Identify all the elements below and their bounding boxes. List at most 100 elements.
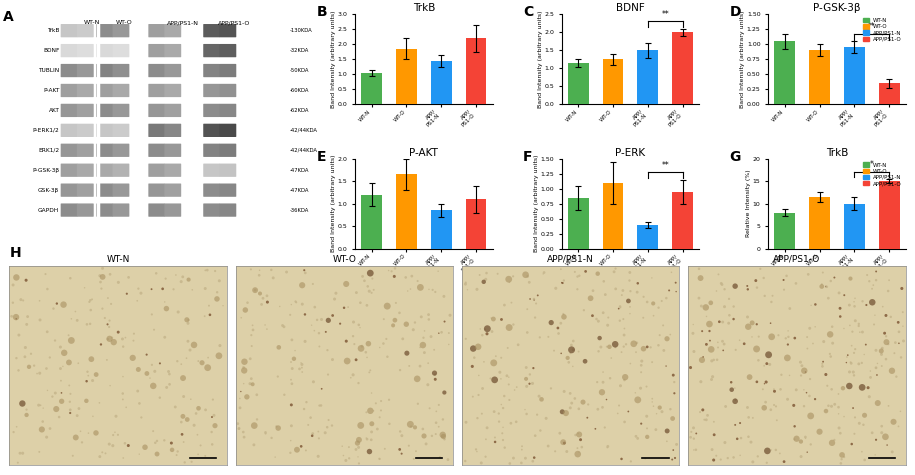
FancyBboxPatch shape <box>148 24 165 38</box>
FancyBboxPatch shape <box>77 64 93 77</box>
Point <box>307 378 321 386</box>
Point <box>867 321 881 328</box>
Point <box>519 364 533 371</box>
Point <box>617 325 631 332</box>
Point <box>343 374 358 381</box>
Point <box>771 332 786 339</box>
Point <box>767 385 781 393</box>
Point <box>707 431 722 438</box>
Point <box>651 342 666 349</box>
Point <box>590 406 605 413</box>
Point <box>896 308 910 316</box>
Point <box>402 362 416 370</box>
Point <box>702 327 716 335</box>
Point <box>359 408 373 416</box>
Point <box>589 315 604 323</box>
Text: **: ** <box>662 161 669 170</box>
Text: C: C <box>523 5 533 19</box>
Point <box>832 289 846 297</box>
FancyBboxPatch shape <box>60 203 78 217</box>
Title: WT-N: WT-N <box>106 255 130 264</box>
Point <box>824 402 839 410</box>
Point <box>421 360 436 367</box>
Point <box>61 359 76 366</box>
Point <box>245 322 260 329</box>
Point <box>80 321 94 328</box>
Point <box>428 376 443 383</box>
Point <box>174 418 188 426</box>
Point <box>765 292 780 300</box>
Point <box>250 416 264 423</box>
Point <box>352 324 367 332</box>
FancyBboxPatch shape <box>220 163 236 177</box>
FancyBboxPatch shape <box>165 64 181 77</box>
Point <box>311 453 326 460</box>
Point <box>573 436 587 444</box>
Point <box>465 362 479 370</box>
Point <box>590 270 605 277</box>
Point <box>756 386 770 393</box>
Point <box>351 444 366 451</box>
Bar <box>673 32 693 104</box>
Point <box>393 366 407 374</box>
Point <box>808 323 823 331</box>
Point <box>640 433 654 441</box>
Point <box>250 391 264 399</box>
Point <box>131 387 145 395</box>
Point <box>827 436 842 444</box>
Point <box>467 354 481 361</box>
Point <box>836 413 851 420</box>
Point <box>492 369 507 376</box>
Point <box>634 420 649 428</box>
Point <box>616 287 630 294</box>
Point <box>581 400 596 408</box>
Point <box>417 327 432 335</box>
Point <box>640 343 654 351</box>
Point <box>757 404 771 412</box>
FancyBboxPatch shape <box>148 203 165 217</box>
Point <box>880 441 895 449</box>
Point <box>436 431 450 438</box>
Point <box>749 378 764 386</box>
Point <box>709 452 724 459</box>
Point <box>27 362 41 370</box>
Point <box>594 343 608 351</box>
Text: -42/44KDA: -42/44KDA <box>289 128 318 133</box>
FancyBboxPatch shape <box>203 143 221 157</box>
Point <box>388 265 403 272</box>
Point <box>570 285 585 293</box>
Point <box>856 351 871 358</box>
Point <box>414 313 428 321</box>
Point <box>355 342 370 350</box>
Point <box>244 332 259 339</box>
Point <box>733 419 748 427</box>
Point <box>753 265 768 273</box>
Point <box>424 333 438 341</box>
Point <box>170 357 185 365</box>
Point <box>600 322 615 329</box>
Point <box>694 274 708 282</box>
Point <box>9 314 24 321</box>
Point <box>855 359 869 367</box>
Point <box>565 346 580 353</box>
Point <box>533 333 547 341</box>
Point <box>69 434 83 441</box>
Point <box>751 333 766 341</box>
Point <box>757 274 771 282</box>
Point <box>706 418 721 426</box>
Bar <box>809 50 830 104</box>
Point <box>614 348 629 356</box>
Point <box>895 285 910 292</box>
Point <box>167 285 181 293</box>
Point <box>544 385 558 392</box>
Point <box>102 335 117 342</box>
Point <box>511 341 525 349</box>
Point <box>284 422 298 429</box>
Point <box>717 439 732 446</box>
Point <box>393 428 407 435</box>
Y-axis label: Band Intensity (arbitrary units): Band Intensity (arbitrary units) <box>331 10 336 108</box>
Point <box>364 420 379 428</box>
Point <box>634 369 649 376</box>
Point <box>761 351 776 359</box>
Point <box>161 368 176 375</box>
